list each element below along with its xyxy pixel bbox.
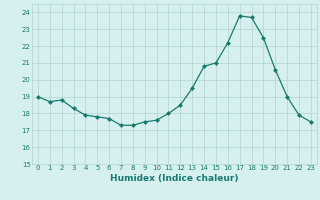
X-axis label: Humidex (Indice chaleur): Humidex (Indice chaleur) [110,174,239,183]
